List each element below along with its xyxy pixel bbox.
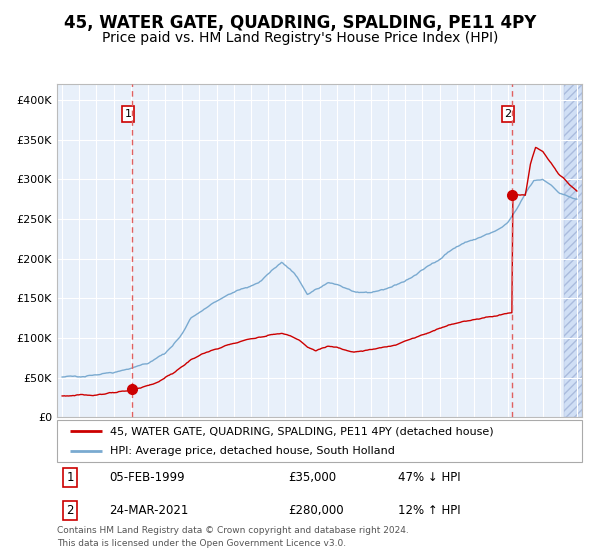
- Text: 05-FEB-1999: 05-FEB-1999: [110, 471, 185, 484]
- Text: HPI: Average price, detached house, South Holland: HPI: Average price, detached house, Sout…: [110, 446, 394, 456]
- Text: 45, WATER GATE, QUADRING, SPALDING, PE11 4PY (detached house): 45, WATER GATE, QUADRING, SPALDING, PE11…: [110, 426, 493, 436]
- Text: £280,000: £280,000: [288, 504, 344, 517]
- Text: 24-MAR-2021: 24-MAR-2021: [110, 504, 189, 517]
- Text: Contains HM Land Registry data © Crown copyright and database right 2024.
This d: Contains HM Land Registry data © Crown c…: [57, 526, 409, 548]
- Text: 12% ↑ HPI: 12% ↑ HPI: [398, 504, 461, 517]
- Text: 2: 2: [505, 109, 511, 119]
- Text: 2: 2: [67, 504, 74, 517]
- Text: Price paid vs. HM Land Registry's House Price Index (HPI): Price paid vs. HM Land Registry's House …: [102, 31, 498, 45]
- Text: 45, WATER GATE, QUADRING, SPALDING, PE11 4PY: 45, WATER GATE, QUADRING, SPALDING, PE11…: [64, 14, 536, 32]
- Text: £35,000: £35,000: [288, 471, 336, 484]
- Text: 47% ↓ HPI: 47% ↓ HPI: [398, 471, 461, 484]
- Text: 1: 1: [67, 471, 74, 484]
- Bar: [564, 84, 582, 417]
- Bar: [564, 84, 582, 417]
- Text: 1: 1: [125, 109, 132, 119]
